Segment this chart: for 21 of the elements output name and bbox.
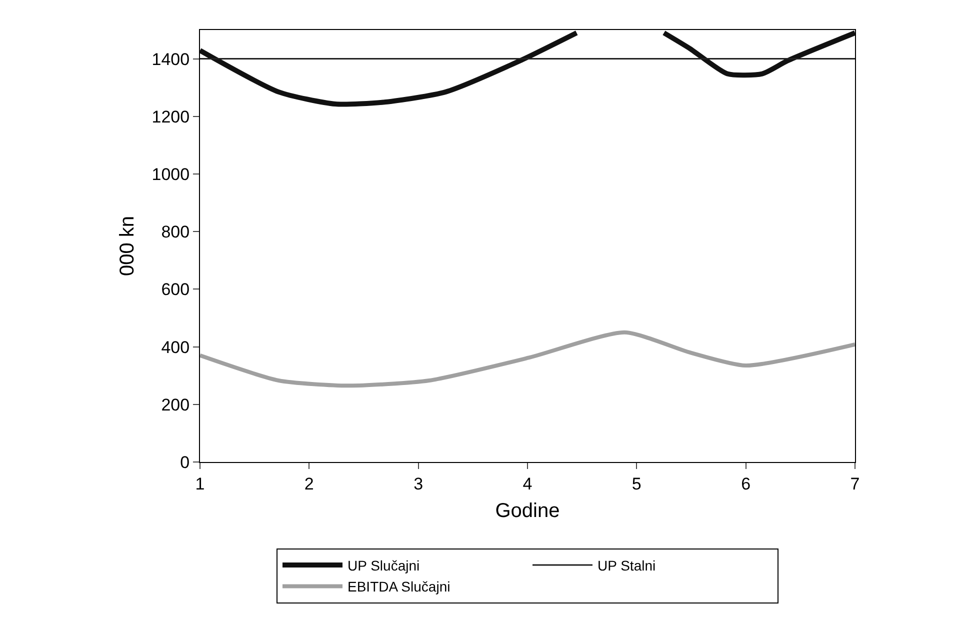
y-tick-label: 1000 <box>152 164 190 184</box>
x-axis-title: Godine <box>495 500 560 522</box>
legend-label: UP Stalni <box>598 557 656 574</box>
x-tick-label: 2 <box>304 474 314 494</box>
x-tick-label: 6 <box>741 474 751 494</box>
legend-label: EBITDA Slučajni <box>348 578 450 595</box>
y-tick-label: 200 <box>161 395 190 414</box>
legend-label: UP Slučajni <box>348 557 420 574</box>
x-tick-label: 7 <box>850 474 860 494</box>
x-tick-label: 1 <box>195 474 205 494</box>
y-tick-label: 600 <box>161 280 190 300</box>
line-series <box>200 330 855 388</box>
x-tick-label: 4 <box>522 474 532 494</box>
y-tick-label: 1200 <box>152 107 190 126</box>
y-tick-label: 1400 <box>152 50 190 69</box>
y-tick-label: 400 <box>161 338 190 357</box>
x-tick-label: 3 <box>414 474 424 494</box>
y-axis-title: 000 kn <box>116 216 138 276</box>
y-tick-label: 800 <box>161 222 190 242</box>
x-tick-label: 5 <box>632 474 642 494</box>
y-tick-label: 0 <box>180 452 190 472</box>
